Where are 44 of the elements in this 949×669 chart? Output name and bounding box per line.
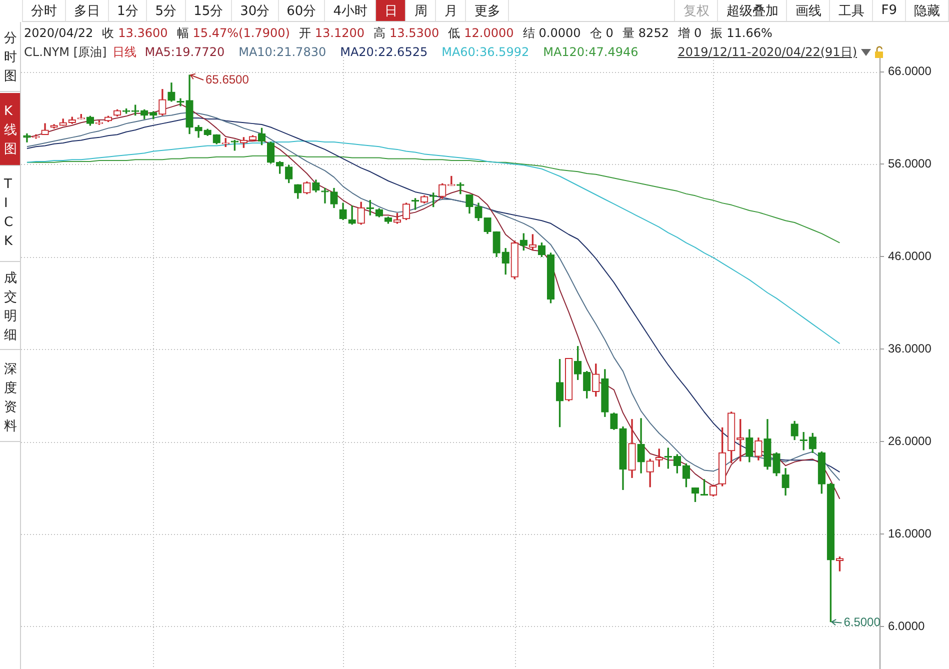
text: MA20:22.6525 [340,44,428,60]
annotation: 深度资料 [4,361,25,436]
annotation: 分时图 [4,31,25,86]
text: 15分 [186,0,232,21]
text: 画线 [787,0,830,21]
text: 日 [376,0,406,21]
y-tick-label: 56.0000 [888,156,932,171]
y-tick-label: 66.0000 [888,64,932,78]
candlestick [348,206,356,225]
text: 30分 [232,0,279,21]
text: 1分 [109,0,148,21]
text: 4小时 [325,0,376,21]
y-tick-label: 16.0000 [888,526,932,540]
candlestick [456,182,464,194]
annotation: 日线 [112,44,137,60]
text: MA10:21.7830 [238,44,326,60]
chart-title: CL.NYM [原油] [24,44,107,60]
annotation: 2019/12/11-2020/04/22(91日) [678,44,857,60]
text: 月 [436,0,466,21]
annotation: 成交明细 [4,270,25,345]
y-tick-label: 6.0000 [888,618,926,633]
annotation: K线图 [4,103,25,159]
text: TICK [4,176,22,251]
y-tick-label: 26.0000 [888,434,932,448]
text: 周 [406,0,436,21]
text: 工具 [830,0,874,21]
text: 隐藏 [906,0,949,21]
candlestick [321,188,329,204]
text: 复权 [674,0,718,21]
y-tick-label: 46.0000 [888,249,932,263]
annotation: 65.6500 [206,72,250,86]
text: 2020/04/22 收 13.3600 幅 15.47%(1.7900) 开 13.1200 高 13.5300 低 12.0000 结 0.0000 仓 0 量 8252 增 0 振 11.66% [24,26,772,40]
text: 多日 [66,0,109,21]
text: MA5:19.7720 [144,44,225,60]
text: 60分 [278,0,326,21]
text: MA120:47.4946 [543,44,638,60]
y-tick-label: 36.0000 [888,341,932,356]
annotation: 6.5000 [844,615,881,630]
text: F9 [873,0,906,21]
text: 5分 [147,0,186,21]
text: 超级叠加 [718,0,788,21]
text: 更多 [466,0,510,21]
text: 分时 [22,0,66,21]
text: MA60:36.5992 [442,44,530,60]
